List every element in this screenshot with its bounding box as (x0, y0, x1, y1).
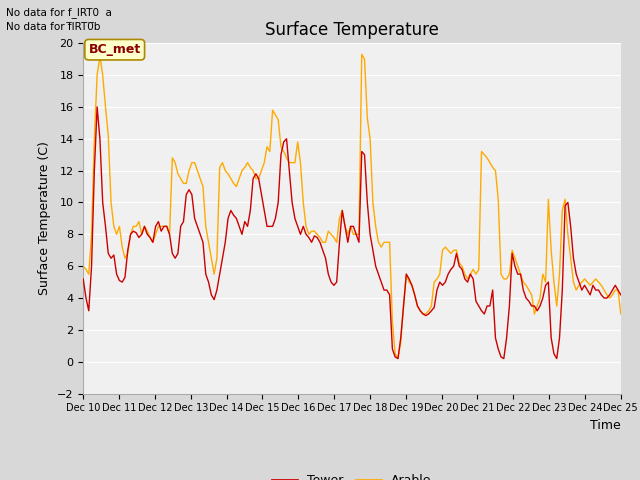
Text: No data for f̅IRT0̅b: No data for f̅IRT0̅b (6, 22, 100, 32)
Title: Surface Temperature: Surface Temperature (265, 21, 439, 39)
Text: No data for f_IRT0  a: No data for f_IRT0 a (6, 7, 112, 18)
Y-axis label: Surface Temperature (C): Surface Temperature (C) (38, 142, 51, 295)
X-axis label: Time: Time (590, 419, 621, 432)
Legend: Tower, Arable: Tower, Arable (268, 469, 436, 480)
Text: BC_met: BC_met (88, 43, 141, 56)
